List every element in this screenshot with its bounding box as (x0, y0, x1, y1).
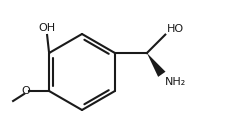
Text: HO: HO (166, 24, 184, 34)
Text: NH₂: NH₂ (164, 77, 185, 87)
Text: OH: OH (38, 23, 55, 33)
Polygon shape (146, 53, 165, 77)
Text: O: O (21, 86, 30, 96)
